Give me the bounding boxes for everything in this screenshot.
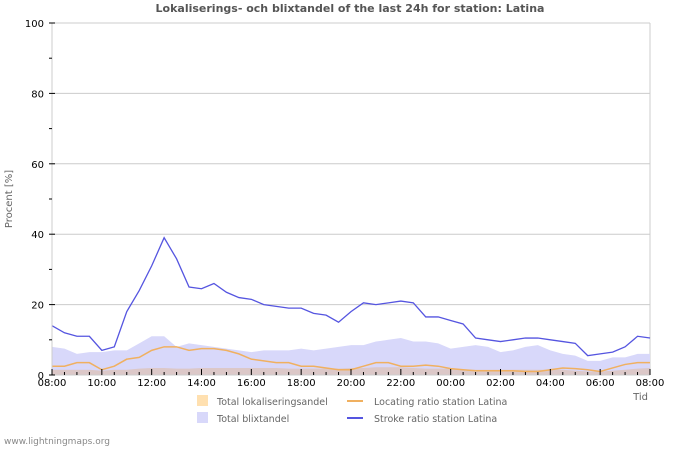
legend-label: Total blixtandel (216, 414, 289, 425)
legend-label: Locating ratio station Latina (374, 397, 507, 408)
legend-label: Total lokaliseringsandel (216, 397, 328, 408)
y-tick-label: 0 (38, 371, 44, 382)
x-tick-label: 16:00 (237, 378, 266, 389)
y-tick-label: 60 (31, 160, 44, 171)
x-axis-title: Tid (632, 392, 648, 403)
y-axis-title: Procent [%] (4, 170, 15, 228)
legend: Total lokaliseringsandel Locating ratio s… (197, 395, 507, 425)
grid-lines (52, 22, 651, 375)
x-tick-label: 02:00 (486, 378, 515, 389)
axes: 0 20 40 60 80 100 08:00 10:00 12:00 14:00 16:00 18:… (4, 19, 664, 403)
x-tick-label: 00:00 (436, 378, 465, 389)
y-tick-label: 100 (25, 19, 44, 30)
legend-swatch-box (197, 412, 208, 423)
legend-label: Stroke ratio station Latina (374, 414, 497, 425)
x-tick-label: 18:00 (287, 378, 316, 389)
x-tick-label: 08:00 (38, 378, 67, 389)
x-tick-label: 14:00 (187, 378, 216, 389)
x-tick-label: 08:00 (636, 378, 665, 389)
y-tick-label: 40 (31, 230, 44, 241)
site-footer: www.lightningmaps.org (4, 437, 110, 447)
x-tick-label: 04:00 (536, 378, 565, 389)
chart-title: Lokaliserings- och blixtandel of the las… (155, 2, 545, 15)
x-tick-label: 06:00 (586, 378, 615, 389)
line-stroke-ratio (51, 236, 651, 357)
legend-swatch-box (197, 395, 208, 406)
x-tick-label: 20:00 (337, 378, 366, 389)
x-tick-label: 10:00 (87, 378, 116, 389)
y-tick-label: 80 (31, 89, 44, 100)
y-tick-label: 20 (31, 301, 44, 312)
x-tick-label: 12:00 (137, 378, 166, 389)
x-tick-label: 22:00 (386, 378, 415, 389)
area-total-blixtandel (52, 336, 650, 375)
